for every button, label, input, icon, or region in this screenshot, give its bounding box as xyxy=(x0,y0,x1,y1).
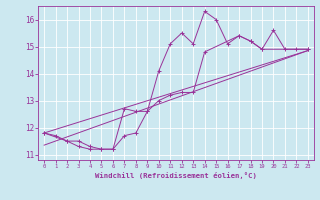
X-axis label: Windchill (Refroidissement éolien,°C): Windchill (Refroidissement éolien,°C) xyxy=(95,172,257,179)
